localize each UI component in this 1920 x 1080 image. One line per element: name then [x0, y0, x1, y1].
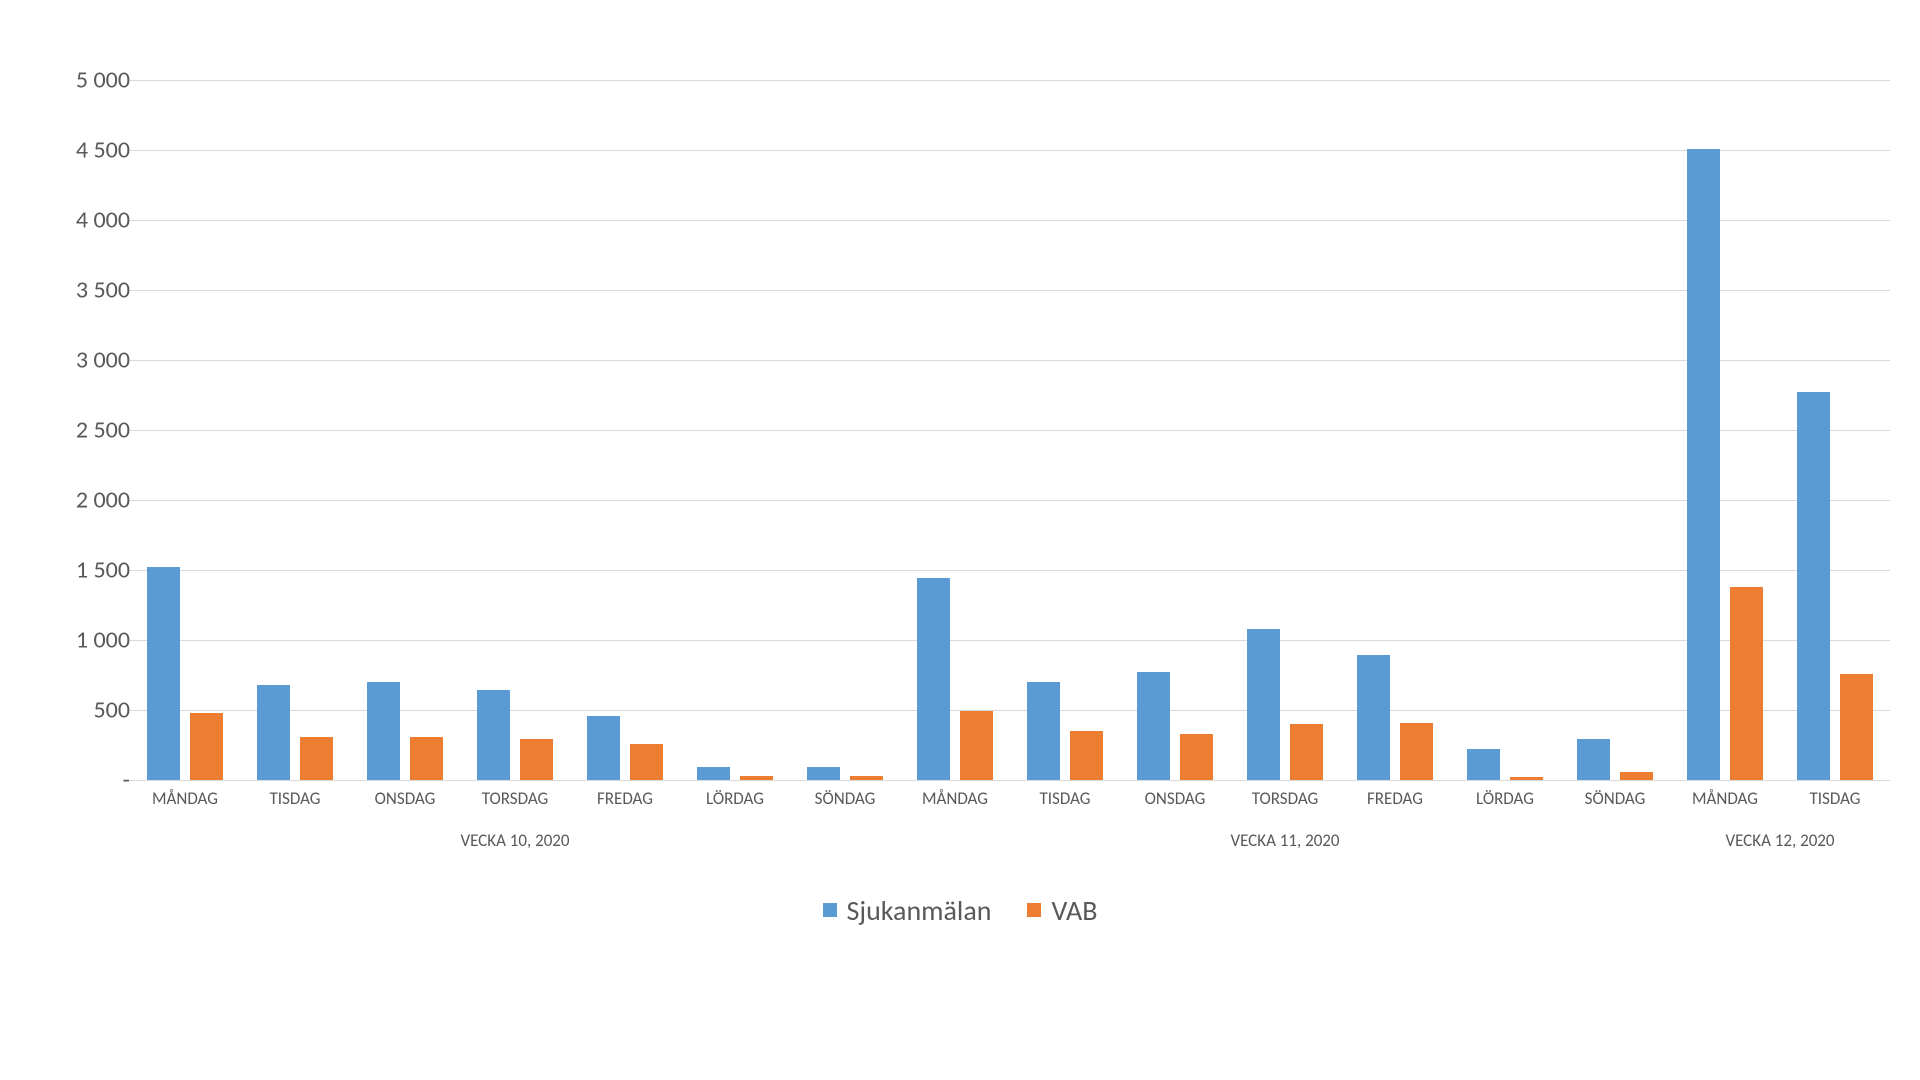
bar-vab: [410, 737, 444, 780]
y-tick-label: 1 500: [40, 556, 130, 585]
legend-item: VAB: [1027, 893, 1097, 928]
gridline: [130, 80, 1890, 81]
group-label: VECKA 12, 2020: [1670, 830, 1890, 851]
bar-vab: [1180, 734, 1214, 780]
y-tick-label: 2 500: [40, 416, 130, 445]
bar-sjukanmälan: [587, 716, 621, 780]
bar-sjukanmälan: [807, 767, 841, 780]
bar-vab: [850, 776, 884, 780]
bar-sjukanmälan: [1467, 749, 1501, 780]
gridline: [130, 290, 1890, 291]
plot-area: [130, 80, 1890, 781]
bar-vab: [190, 713, 224, 780]
legend: Sjukanmälan VAB: [20, 890, 1900, 928]
bar-vab: [1290, 724, 1324, 780]
gridline: [130, 640, 1890, 641]
category-label: TORSDAG: [1230, 788, 1340, 809]
category-label: TISDAG: [240, 788, 350, 809]
bar-vab: [520, 739, 554, 780]
bar-vab: [960, 711, 994, 780]
bar-sjukanmälan: [917, 578, 951, 780]
category-label: LÖRDAG: [1450, 788, 1560, 809]
category-label: SÖNDAG: [790, 788, 900, 809]
legend-label: VAB: [1051, 893, 1097, 928]
category-label: ONSDAG: [1120, 788, 1230, 809]
legend-label: Sjukanmälan: [847, 893, 992, 928]
category-label: SÖNDAG: [1560, 788, 1670, 809]
y-tick-label: -: [40, 766, 130, 795]
bar-sjukanmälan: [1247, 629, 1281, 780]
gridline: [130, 220, 1890, 221]
legend-swatch: [823, 903, 837, 917]
gridline: [130, 360, 1890, 361]
bar-sjukanmälan: [257, 685, 291, 780]
bar-sjukanmälan: [1577, 739, 1611, 780]
y-tick-label: 2 000: [40, 486, 130, 515]
bar-vab: [1510, 777, 1544, 780]
bar-sjukanmälan: [697, 767, 731, 780]
group-label: VECKA 11, 2020: [900, 830, 1670, 851]
category-label: MÅNDAG: [1670, 788, 1780, 809]
category-label: TISDAG: [1010, 788, 1120, 809]
bar-sjukanmälan: [1687, 149, 1721, 780]
category-label: FREDAG: [1340, 788, 1450, 809]
bar-sjukanmälan: [1027, 682, 1061, 780]
y-tick-label: 4 500: [40, 136, 130, 165]
category-label: TORSDAG: [460, 788, 570, 809]
bar-vab: [1620, 772, 1654, 780]
legend-item: Sjukanmälan: [823, 893, 992, 928]
bar-vab: [1730, 587, 1764, 780]
bar-chart: Sjukanmälan VAB - 500 1 000 1 500 2 000 2 500 3…: [20, 40, 1900, 1040]
gridline: [130, 500, 1890, 501]
bar-sjukanmälan: [367, 682, 401, 780]
bar-vab: [1070, 731, 1104, 780]
bar-sjukanmälan: [477, 690, 511, 780]
bar-vab: [300, 737, 334, 780]
gridline: [130, 150, 1890, 151]
bar-vab: [1400, 723, 1434, 780]
category-label: LÖRDAG: [680, 788, 790, 809]
y-tick-label: 500: [40, 696, 130, 725]
bar-vab: [1840, 674, 1874, 780]
bar-vab: [740, 776, 774, 780]
gridline: [130, 570, 1890, 571]
y-tick-label: 5 000: [40, 66, 130, 95]
gridline: [130, 430, 1890, 431]
bar-sjukanmälan: [147, 567, 181, 780]
category-label: TISDAG: [1780, 788, 1890, 809]
category-label: MÅNDAG: [130, 788, 240, 809]
bar-sjukanmälan: [1797, 392, 1831, 780]
category-label: ONSDAG: [350, 788, 460, 809]
y-tick-label: 3 000: [40, 346, 130, 375]
legend-swatch: [1027, 903, 1041, 917]
category-label: FREDAG: [570, 788, 680, 809]
y-tick-label: 3 500: [40, 276, 130, 305]
group-label: VECKA 10, 2020: [130, 830, 900, 851]
category-label: MÅNDAG: [900, 788, 1010, 809]
bar-sjukanmälan: [1357, 655, 1391, 780]
bar-vab: [630, 744, 664, 780]
bar-sjukanmälan: [1137, 672, 1171, 780]
y-tick-label: 1 000: [40, 626, 130, 655]
y-tick-label: 4 000: [40, 206, 130, 235]
